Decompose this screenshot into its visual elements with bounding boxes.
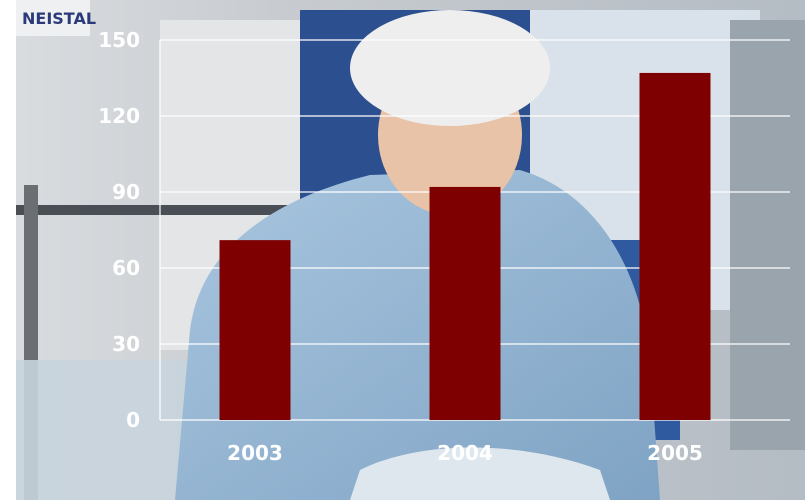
x-axis-tick-labels: 2003 2004 2005 — [227, 441, 703, 465]
bar-2003 — [219, 240, 291, 420]
y-tick-label-90: 90 — [112, 180, 140, 204]
y-tick-label-0: 0 — [126, 408, 140, 432]
y-tick-label-120: 120 — [98, 104, 140, 128]
y-axis-tick-labels: 0 30 60 90 120 150 — [98, 28, 140, 432]
photo-sign-text: NEISTAL — [22, 9, 96, 28]
x-tick-label-2004: 2004 — [437, 441, 493, 465]
bar-2005 — [639, 72, 711, 420]
bar-2004 — [429, 186, 501, 420]
x-tick-label-2003: 2003 — [227, 441, 283, 465]
x-tick-label-2005: 2005 — [647, 441, 703, 465]
y-tick-label-60: 60 — [112, 256, 140, 280]
y-tick-label-150: 150 — [98, 28, 140, 52]
bars — [219, 72, 711, 420]
y-tick-label-30: 30 — [112, 332, 140, 356]
